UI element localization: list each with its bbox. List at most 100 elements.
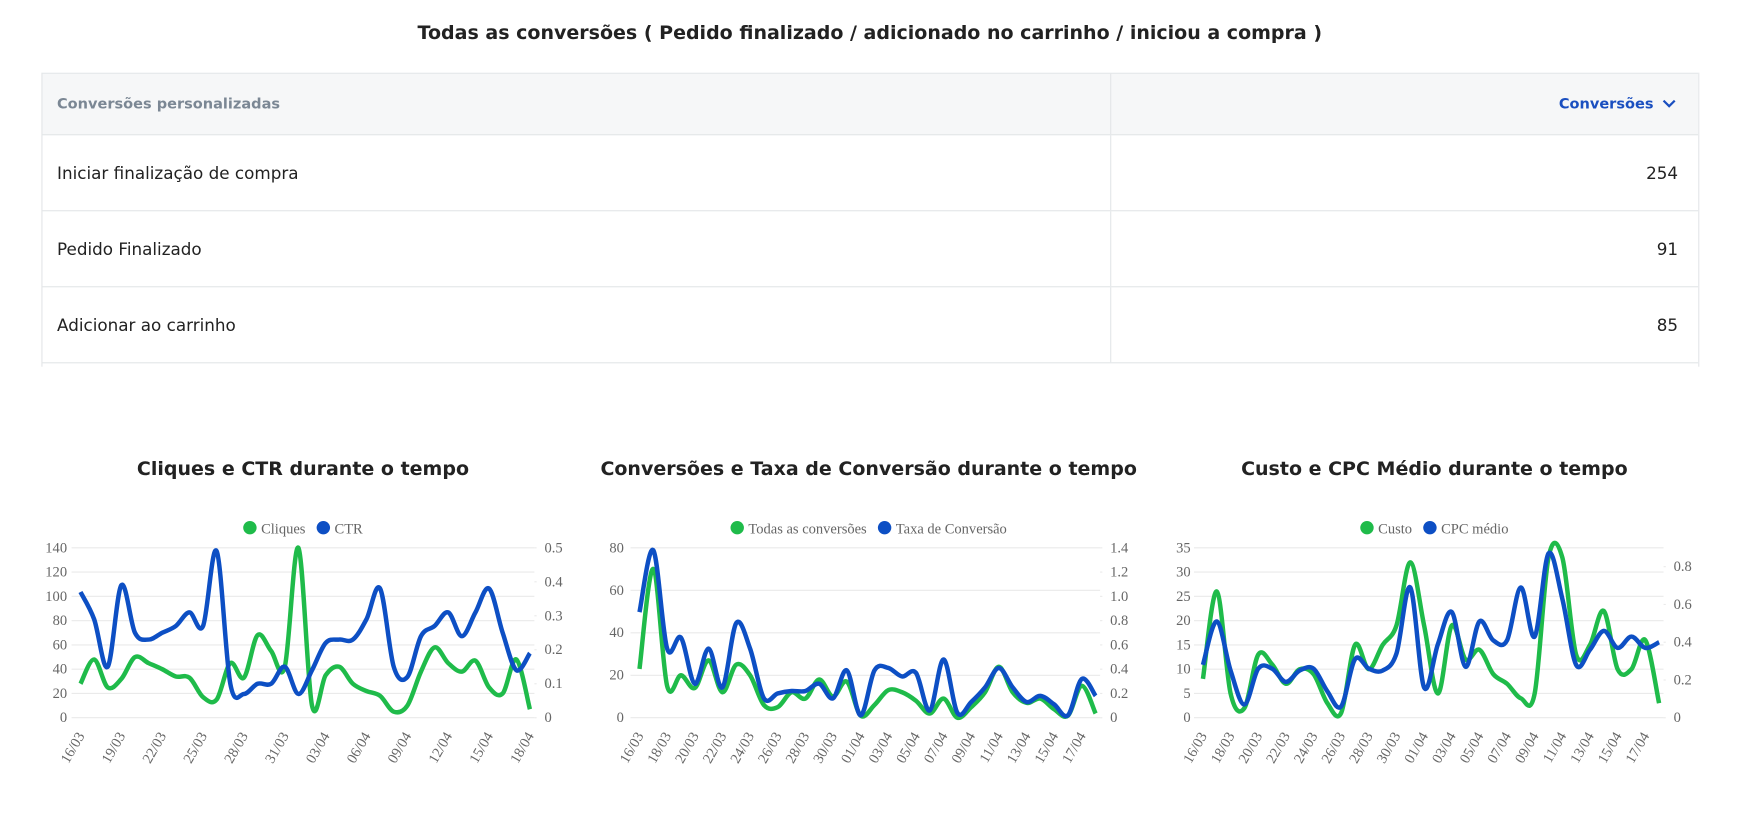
x-tick-label: 09/04: [949, 729, 980, 766]
y2-tick-label: 0.6: [1110, 637, 1128, 653]
y2-tick-label: 0.2: [1674, 672, 1692, 688]
x-tick-label: 28/03: [1346, 730, 1376, 767]
conversion-name: Adicionar ao carrinho: [42, 287, 1112, 363]
series-line: [78, 548, 532, 700]
x-tick-label: 09/04: [1512, 729, 1543, 766]
y2-tick-label: 0.1: [544, 676, 562, 692]
y-tick-label: 60: [609, 583, 624, 599]
y2-tick-label: 0.2: [544, 642, 562, 658]
y2-tick-label: 0.3: [544, 608, 562, 624]
y-tick-label: 0: [617, 710, 624, 726]
table-body: Iniciar finalização de compra 254 Pedido F…: [42, 135, 1699, 364]
legend-marker: [1423, 520, 1437, 535]
x-tick-label: 24/03: [728, 730, 758, 767]
y-tick-label: 15: [1176, 637, 1191, 653]
x-tick-label: 30/03: [811, 730, 841, 767]
x-tick-label: 19/03: [99, 730, 129, 767]
x-tick-label: 03/04: [303, 729, 334, 766]
x-tick-label: 05/04: [1457, 729, 1488, 766]
x-tick-label: 24/03: [1291, 730, 1321, 767]
legend: Cliques CTR: [243, 520, 364, 537]
legend: Todas as conversões Taxa de Conversão: [730, 520, 1007, 537]
y-tick-label: 20: [609, 668, 624, 684]
x-tick-label: 22/03: [1263, 730, 1293, 767]
x-tick-label: 16/03: [58, 730, 88, 767]
x-tick-label: 17/04: [1623, 729, 1654, 766]
table-row: Adicionar ao carrinho 85: [42, 287, 1699, 364]
x-tick-label: 28/03: [221, 730, 251, 767]
x-tick-label: 28/03: [783, 730, 813, 767]
x-tick-label: 22/03: [700, 730, 730, 767]
y-tick-label: 120: [45, 565, 67, 581]
legend-item: Custo: [1360, 520, 1412, 537]
conversions-table: Conversões personalizadas Conversões Ini…: [41, 72, 1700, 367]
y2-tick-label: 1.0: [1110, 589, 1128, 605]
conversion-count: 85: [1656, 314, 1679, 335]
y2-tick-label: 0.8: [1674, 559, 1692, 575]
x-tick-label: 01/04: [1402, 729, 1433, 766]
y-tick-label: 25: [1176, 589, 1191, 605]
column-header-label[interactable]: Conversões: [1558, 95, 1654, 113]
y2-tick-label: 0.4: [544, 574, 563, 590]
column-header: Conversões personalizadas: [42, 73, 1112, 135]
column-header[interactable]: Conversões: [1111, 74, 1698, 134]
table-row: Iniciar finalização de compra 254: [42, 135, 1699, 212]
y2-tick-label: 0.4: [1674, 635, 1693, 651]
legend-marker: [243, 520, 257, 535]
legend: Custo CPC médio: [1360, 520, 1508, 537]
page-title: Todas as conversões ( Pedido finalizado …: [417, 22, 1323, 45]
y-tick-label: 0: [1183, 710, 1190, 726]
x-tick-label: 07/04: [1485, 729, 1516, 766]
legend-item: CPC médio: [1423, 520, 1508, 537]
x-tick-label: 22/03: [140, 730, 170, 767]
x-tick-label: 18/04: [507, 729, 538, 766]
x-tick-label: 31/03: [262, 730, 292, 767]
x-tick-label: 16/03: [617, 730, 647, 767]
x-tick-label: 07/04: [921, 729, 952, 766]
legend-label: CTR: [335, 521, 364, 537]
x-tick-label: 26/03: [1319, 730, 1349, 767]
chart-title: Custo e CPC Médio durante o tempo: [1241, 458, 1628, 480]
table-header: Conversões personalizadas Conversões: [42, 72, 1699, 136]
y-tick-label: 140: [45, 540, 67, 556]
legend-marker: [877, 520, 892, 535]
conversion-count: 91: [1656, 238, 1679, 259]
y2-tick-label: 0: [544, 710, 551, 726]
x-tick-label: 18/03: [1208, 730, 1238, 767]
legend-item: Taxa de Conversão: [877, 520, 1007, 537]
x-tick-label: 20/03: [1236, 730, 1266, 767]
y-tick-label: 80: [53, 613, 68, 629]
chart-title: Cliques e CTR durante o tempo: [137, 458, 469, 480]
y-tick-label: 30: [1176, 565, 1191, 581]
x-tick-label: 15/04: [467, 729, 498, 766]
series-line: [1200, 540, 1662, 719]
y-tick-label: 20: [53, 686, 68, 702]
x-tick-label: 18/03: [645, 730, 675, 767]
legend-label: Custo: [1378, 521, 1412, 537]
y2-tick-label: 0.8: [1110, 613, 1128, 629]
sort-icon[interactable]: [1660, 95, 1678, 113]
x-tick-label: 25/03: [181, 730, 211, 767]
y2-tick-label: 1.4: [1110, 540, 1129, 556]
charts: Cliques e CTR durante o tempo 0 20 40 60 80 10…: [45, 458, 1693, 767]
y-tick-label: 10: [1176, 662, 1191, 678]
y-tick-label: 40: [609, 625, 624, 641]
x-tick-label: 17/04: [1059, 729, 1090, 766]
y2-tick-label: 0.4: [1110, 662, 1129, 678]
x-tick-label: 15/04: [1032, 729, 1063, 766]
y2-tick-label: 0.2: [1110, 686, 1128, 702]
legend-marker: [316, 520, 331, 535]
series-line: [637, 547, 1098, 719]
x-tick-label: 06/04: [344, 729, 375, 766]
x-tick-label: 16/03: [1180, 730, 1210, 767]
conversion-name: Pedido Finalizado: [42, 211, 1112, 287]
y-tick-label: 20: [1176, 613, 1191, 629]
y-tick-label: 5: [1183, 686, 1190, 702]
x-tick-label: 11/04: [977, 729, 1007, 766]
x-tick-label: 13/04: [1568, 729, 1599, 766]
y2-tick-label: 0: [1674, 710, 1681, 726]
legend-label: Cliques: [261, 521, 306, 537]
x-tick-label: 13/04: [1004, 729, 1035, 766]
